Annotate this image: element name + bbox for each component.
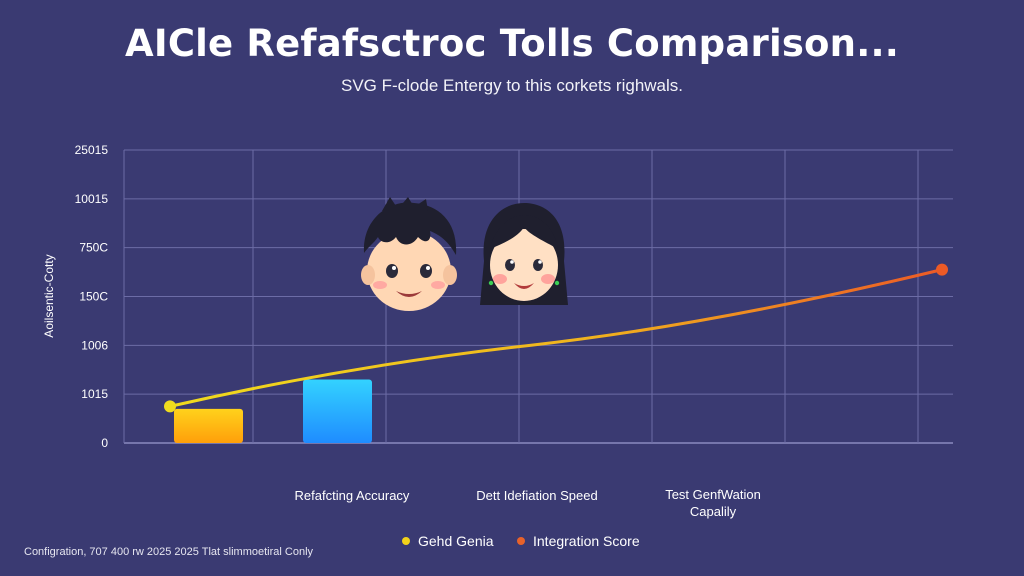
- y-tick-label: 1006: [81, 338, 108, 352]
- legend-swatch-gold: [402, 537, 410, 545]
- legend-label: Integration Score: [533, 533, 640, 549]
- y-tick-label: 150C: [79, 290, 108, 304]
- legend-item-gehd-genia: Gehd Genia: [402, 533, 494, 549]
- bar-2: [303, 379, 372, 443]
- line-point-1: [164, 400, 176, 413]
- legend-swatch-orange: [517, 537, 525, 545]
- girl-face-icon: [480, 203, 568, 305]
- boy-face-icon: [361, 197, 457, 311]
- y-tick-label: 1015: [81, 387, 108, 401]
- bar-1: [174, 408, 243, 443]
- x-category-label: Test GenfWation Capalily: [665, 487, 761, 519]
- y-axis-label: Aoilsentic-Cotty: [42, 254, 56, 337]
- footer-note: Configration, 707 400 rw 2025 2025 Tlat …: [24, 546, 314, 558]
- line-point-3: [936, 263, 948, 276]
- x-category-label: Dett Idefiation Speed: [476, 488, 597, 503]
- y-tick-label: 25015: [75, 143, 109, 157]
- legend-label: Gehd Genia: [418, 533, 494, 549]
- y-tick-label: 750C: [79, 241, 108, 255]
- series-line-integration-score: [168, 268, 944, 408]
- chart-title: AICle Refafsctroc Tolls Comparison...: [125, 22, 899, 65]
- legend-item-integration-score: Integration Score: [517, 533, 640, 549]
- y-tick-label: 10015: [75, 192, 109, 206]
- chart-subtitle: SVG F-clode Entergy to this corkets righ…: [340, 76, 684, 95]
- x-category-label: Refafcting Accuracy: [295, 488, 410, 503]
- y-tick-label: 0: [101, 436, 108, 450]
- chart-legend: Gehd Genia Integration Score: [0, 533, 1024, 553]
